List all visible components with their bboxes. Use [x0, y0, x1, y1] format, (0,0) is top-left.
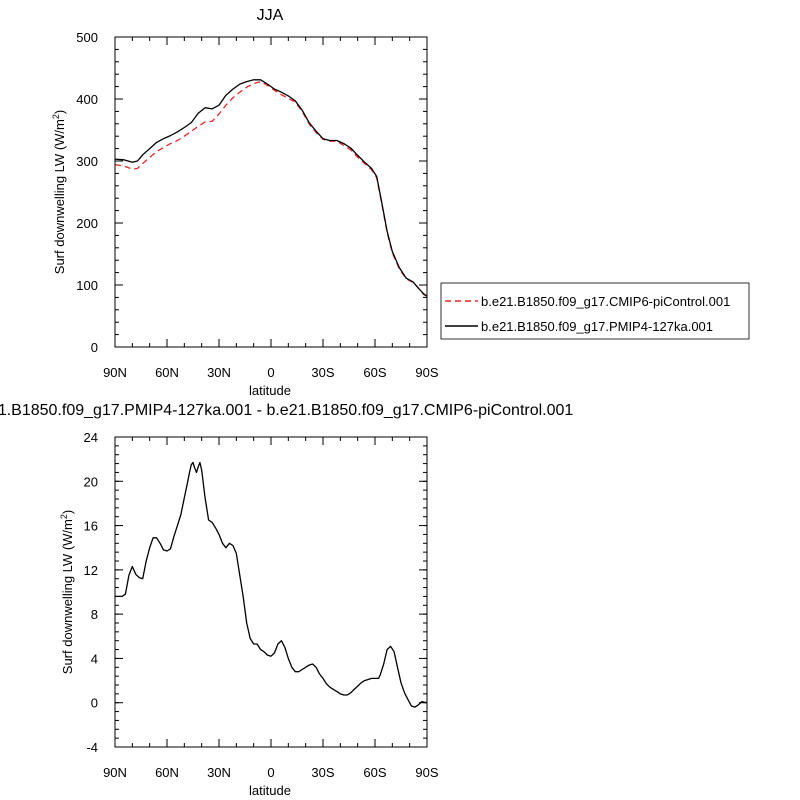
chart-top-y-axis-label-close: ) — [52, 110, 67, 114]
chart-bottom-x-tick-label: 30N — [207, 765, 231, 780]
chart-top-y-axis-label-sup: 2 — [51, 114, 61, 119]
chart-top-y-tick-label: 0 — [91, 340, 98, 355]
chart-bottom-title: b.e21.B1850.f09_g17.PMIP4-127ka.001 - b.… — [0, 402, 573, 419]
chart-bottom-y-tick-label: 0 — [91, 696, 98, 711]
chart-bottom-series-line-0 — [115, 461, 428, 708]
chart-top-title: JJA — [257, 7, 284, 24]
chart-top-y-tick-label: 100 — [76, 278, 98, 293]
legend-entry-127ka: b.e21.B1850.f09_g17.PMIP4-127ka.001 — [445, 319, 713, 334]
chart-bottom-x-tick-label: 90N — [103, 765, 127, 780]
chart-bottom-frame — [114, 436, 428, 748]
chart-top-x-tick-label: 90S — [415, 365, 438, 380]
chart-bottom-y-tick-label: 8 — [91, 607, 98, 622]
chart-top-x-tick-label: 90N — [103, 365, 127, 380]
chart-bottom-plot-area: 90N 60N 30N 0 30S 60S 90S -4 0 4 8 12 16 20 24 — [84, 430, 439, 780]
legend-box — [440, 282, 750, 340]
chart-top-y-axis-label-main: Surf downwelling LW (W/m — [52, 119, 67, 274]
legend-entry-control: b.e21.B1850.f09_g17.CMIP6-piControl.001 — [445, 294, 730, 309]
chart-top-y-axis-label: Surf downwelling LW (W/m2) — [51, 110, 67, 274]
chart-top-y-tick-label: 500 — [76, 30, 98, 45]
chart-top-legend: b.e21.B1850.f09_g17.CMIP6-piControl.001 … — [440, 282, 750, 340]
chart-bottom-x-tick-label: 30S — [311, 765, 334, 780]
chart-top-x-tick-label: 60S — [363, 365, 386, 380]
chart-top: JJA 90N 60N 30N 0 30S 60S 90S0100200300400500 … — [51, 7, 750, 398]
chart-bottom: b.e21.B1850.f09_g17.PMIP4-127ka.001 - b.… — [0, 402, 573, 798]
legend-label-127ka: b.e21.B1850.f09_g17.PMIP4-127ka.001 — [481, 319, 713, 334]
chart-top-frame — [114, 36, 428, 348]
chart-top-y-tick-label: 200 — [76, 216, 98, 231]
chart-bottom-y-axis-label: Surf downwelling LW (W/m2) — [59, 510, 75, 674]
chart-top-x-tick-label: 0 — [267, 365, 274, 380]
chart-bottom-y-axis-label-close: ) — [60, 510, 75, 514]
chart-top-y-tick-label: 300 — [76, 154, 98, 169]
chart-top-x-tick-label: 60N — [155, 365, 179, 380]
chart-bottom-y-axis-label-sup: 2 — [59, 514, 69, 519]
chart-top-x-tick-label: 30S — [311, 365, 334, 380]
legend-label-control: b.e21.B1850.f09_g17.CMIP6-piControl.001 — [481, 294, 730, 309]
chart-bottom-y-tick-label: 4 — [91, 651, 98, 666]
chart-bottom-x-tick-label: 0 — [267, 765, 274, 780]
chart-top-plot-area: 90N 60N 30N 0 30S 60S 90S 0 100 200 300 400 500 — [76, 30, 439, 380]
chart-bottom-y-tick-label: 16 — [84, 519, 98, 534]
chart-top-series-line-0 — [114, 80, 428, 297]
chart-top-y-tick-label: 400 — [76, 92, 98, 107]
chart-bottom-y-axis-label-main: Surf downwelling LW (W/m — [60, 519, 75, 674]
chart-bottom-y-tick-label: 20 — [84, 474, 98, 489]
chart-bottom-y-tick-label: 24 — [84, 430, 98, 445]
chart-bottom-y-tick-label: -4 — [86, 740, 98, 755]
chart-bottom-x-tick-label: 60S — [363, 765, 386, 780]
chart-bottom-x-axis-label: latitude — [249, 783, 291, 798]
chart-top-x-tick-label: 30N — [207, 365, 231, 380]
chart-top-series-line-1 — [114, 79, 428, 297]
chart-bottom-x-tick-label: 90S — [415, 765, 438, 780]
chart-bottom-y-tick-label: 12 — [84, 563, 98, 578]
chart-top-x-axis-label: latitude — [249, 383, 291, 398]
chart-bottom-x-tick-label: 60N — [155, 765, 179, 780]
